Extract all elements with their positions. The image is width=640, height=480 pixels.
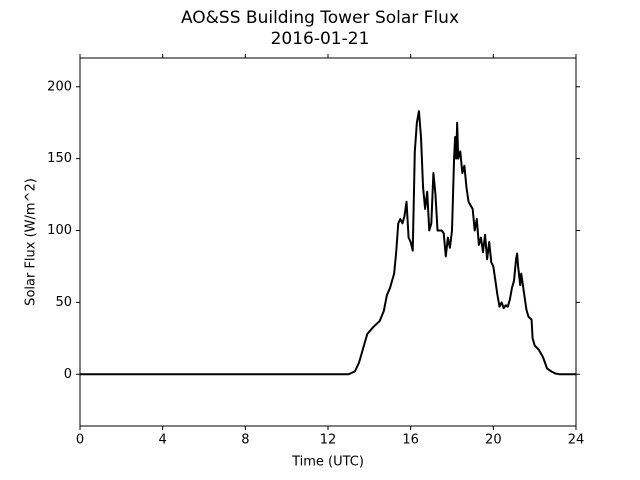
x-axis-label: Time (UTC) bbox=[291, 455, 364, 470]
y-tick-label: 150 bbox=[47, 151, 72, 166]
x-tick-label: 20 bbox=[485, 433, 502, 448]
chart-subtitle: 2016-01-21 bbox=[271, 29, 370, 49]
y-tick-label: 200 bbox=[47, 79, 72, 94]
chart-title: AO&SS Building Tower Solar Flux bbox=[181, 8, 459, 28]
data-line bbox=[80, 110, 576, 376]
x-tick-label: 24 bbox=[568, 433, 585, 448]
y-tick-label: 50 bbox=[55, 295, 72, 310]
plot-frame bbox=[79, 57, 577, 427]
y-axis-label: Solar Flux (W/m^2) bbox=[24, 178, 39, 306]
x-tick-label: 4 bbox=[159, 433, 167, 448]
x-tick-label: 0 bbox=[76, 433, 84, 448]
y-tick-label: 0 bbox=[64, 367, 72, 382]
y-tick-label: 100 bbox=[47, 223, 72, 238]
x-tick-label: 8 bbox=[241, 433, 249, 448]
x-tick-label: 16 bbox=[402, 433, 419, 448]
x-tick-label: 12 bbox=[320, 433, 337, 448]
